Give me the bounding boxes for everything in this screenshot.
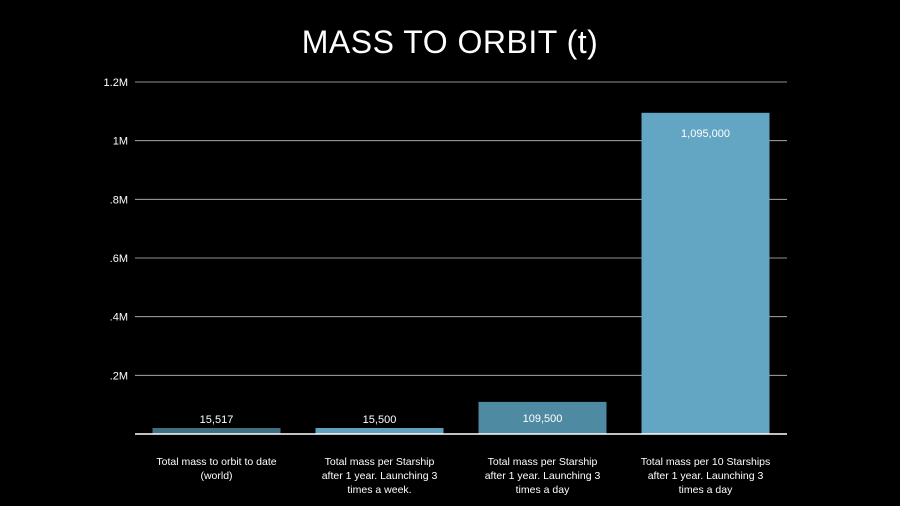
category-label: Total mass per 10 Starships after 1 year.… (641, 456, 771, 496)
category-label-line: times a day (679, 484, 733, 496)
category-label: Total mass to orbit to date (world) (156, 456, 276, 482)
chart-title: MASS TO ORBIT (t) (301, 24, 599, 60)
y-tick-label: 1M (113, 136, 128, 148)
category-label-line: Total mass per Starship (325, 456, 435, 468)
bar-value-label: 15,517 (200, 414, 234, 426)
y-tick-label: 1.2M (104, 77, 128, 89)
bar (315, 428, 444, 434)
y-tick-label: .8M (110, 194, 128, 206)
category-label-line: after 1 year. Launching 3 (485, 470, 601, 482)
grid-layer (135, 81, 787, 376)
category-label-line: (world) (200, 470, 232, 482)
bar (641, 112, 770, 435)
category-label-line: times a day (516, 484, 570, 496)
y-tick-label: .4M (110, 312, 128, 324)
category-label-line: Total mass per Starship (488, 456, 598, 468)
category-label: Total mass per Starship after 1 year. Lau… (485, 456, 601, 496)
category-label-line: Total mass per 10 Starships (641, 456, 771, 468)
category-label-line: Total mass to orbit to date (156, 456, 276, 468)
bar-value-label: 1,095,000 (681, 128, 730, 140)
bar-value-label: 109,500 (523, 413, 563, 425)
bar (152, 428, 281, 434)
category-label-line: times a week. (347, 484, 411, 496)
category-label-line: after 1 year. Launching 3 (322, 470, 438, 482)
y-tick-label: .6M (110, 253, 128, 265)
bar-layer (152, 112, 770, 435)
label-layer: .2M .4M .6M .8M 1M 1.2M 15,517 Total mass to or… (104, 77, 771, 496)
category-label-line: after 1 year. Launching 3 (648, 470, 764, 482)
y-tick-label: .2M (110, 370, 128, 382)
category-label: Total mass per Starship after 1 year. Lau… (322, 456, 438, 496)
bar-value-label: 15,500 (363, 414, 397, 426)
bar (478, 401, 607, 434)
